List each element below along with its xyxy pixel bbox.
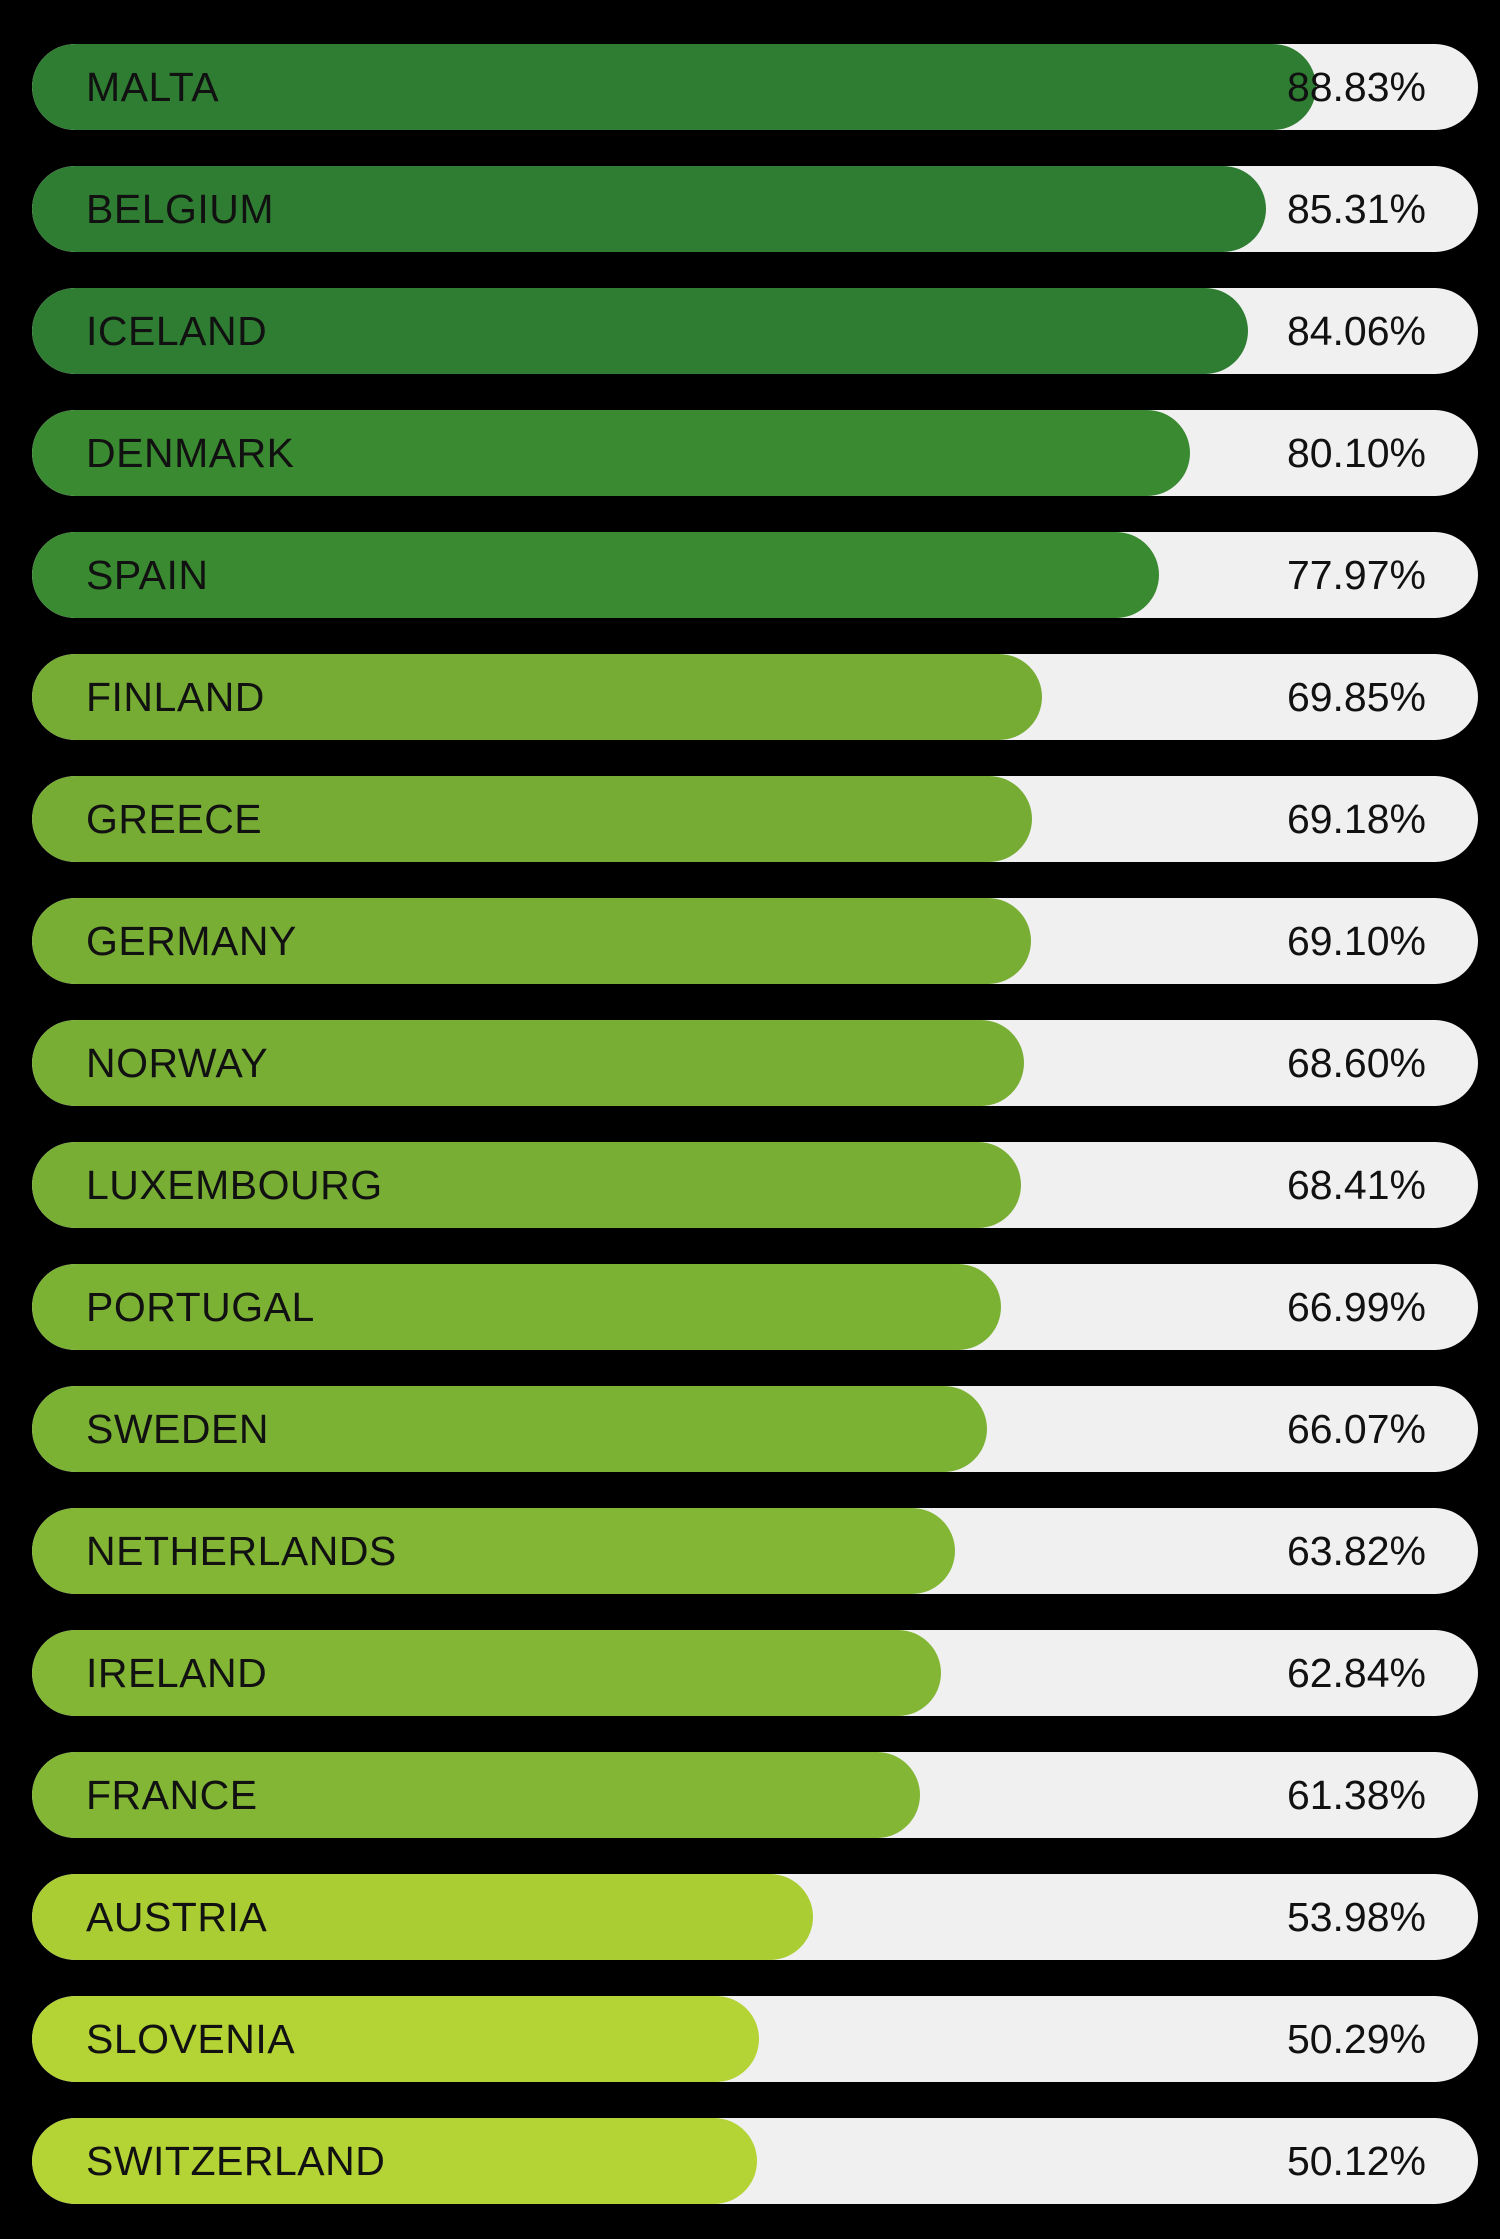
value-label: 69.85% <box>1286 674 1426 720</box>
bar <box>32 776 1033 862</box>
bar-row: ICELAND 84.06% <box>32 288 1478 374</box>
value-label: 68.60% <box>1286 1040 1426 1086</box>
bar <box>32 1996 760 2082</box>
value-label: 66.07% <box>1286 1406 1426 1452</box>
category-label: BELGIUM <box>86 186 275 232</box>
bar-row: AUSTRIA 53.98% <box>32 1874 1478 1960</box>
bar-row: IRELAND 62.84% <box>32 1630 1478 1716</box>
bar <box>32 1386 988 1472</box>
category-label: AUSTRIA <box>86 1894 268 1940</box>
category-label: SPAIN <box>86 552 209 598</box>
bar <box>32 898 1032 984</box>
category-label: GERMANY <box>86 918 297 964</box>
category-label: NORWAY <box>86 1040 269 1086</box>
bar <box>32 44 1317 130</box>
category-label: ICELAND <box>86 308 268 354</box>
bar-row: LUXEMBOURG 68.41% <box>32 1142 1478 1228</box>
bar-row: SPAIN 77.97% <box>32 532 1478 618</box>
bar <box>32 654 1043 740</box>
bar <box>32 2118 757 2204</box>
category-label: IRELAND <box>86 1650 268 1696</box>
value-label: 77.97% <box>1286 552 1426 598</box>
bar-row: FRANCE 61.38% <box>32 1752 1478 1838</box>
bar-row: NORWAY 68.60% <box>32 1020 1478 1106</box>
value-label: 69.18% <box>1286 796 1426 842</box>
bar <box>32 166 1266 252</box>
bar-row: MALTA 88.83% <box>32 44 1478 130</box>
bar <box>32 410 1191 496</box>
value-label: 61.38% <box>1286 1772 1426 1818</box>
bar-row: FINLAND 69.85% <box>32 654 1478 740</box>
bar-row: SWITZERLAND 50.12% <box>32 2118 1478 2204</box>
category-label: SWITZERLAND <box>86 2138 386 2184</box>
value-label: 63.82% <box>1286 1528 1426 1574</box>
category-label: PORTUGAL <box>86 1284 315 1330</box>
bar-row: SLOVENIA 50.29% <box>32 1996 1478 2082</box>
bar <box>32 1630 941 1716</box>
value-label: 66.99% <box>1286 1284 1426 1330</box>
bar <box>32 1020 1024 1106</box>
bar-row: SWEDEN 66.07% <box>32 1386 1478 1472</box>
category-label: SLOVENIA <box>86 2016 296 2062</box>
bar <box>32 1874 813 1960</box>
value-label: 53.98% <box>1286 1894 1426 1940</box>
value-label: 69.10% <box>1286 918 1426 964</box>
bar <box>32 1142 1022 1228</box>
bar-row: GREECE 69.18% <box>32 776 1478 862</box>
category-label: MALTA <box>86 64 220 110</box>
value-label: 84.06% <box>1286 308 1426 354</box>
bar <box>32 1508 955 1594</box>
category-label: SWEDEN <box>86 1406 269 1452</box>
bar <box>32 1264 1001 1350</box>
value-label: 62.84% <box>1286 1650 1426 1696</box>
bar-row: NETHERLANDS 63.82% <box>32 1508 1478 1594</box>
bar-row: PORTUGAL 66.99% <box>32 1264 1478 1350</box>
category-label: GREECE <box>86 796 263 842</box>
bar <box>32 1752 920 1838</box>
category-label: FRANCE <box>86 1772 258 1818</box>
category-label: DENMARK <box>86 430 295 476</box>
bar <box>32 288 1248 374</box>
bar-row: GERMANY 69.10% <box>32 898 1478 984</box>
category-label: NETHERLANDS <box>86 1528 397 1574</box>
value-label: 50.12% <box>1286 2138 1426 2184</box>
value-label: 80.10% <box>1286 430 1426 476</box>
bar <box>32 532 1160 618</box>
value-label: 68.41% <box>1286 1162 1426 1208</box>
category-label: FINLAND <box>86 674 265 720</box>
bar-row: BELGIUM 85.31% <box>32 166 1478 252</box>
value-label: 88.83% <box>1286 64 1426 110</box>
value-label: 50.29% <box>1286 2016 1426 2062</box>
value-label: 85.31% <box>1286 186 1426 232</box>
bar-row: DENMARK 80.10% <box>32 410 1478 496</box>
category-label: LUXEMBOURG <box>86 1162 383 1208</box>
